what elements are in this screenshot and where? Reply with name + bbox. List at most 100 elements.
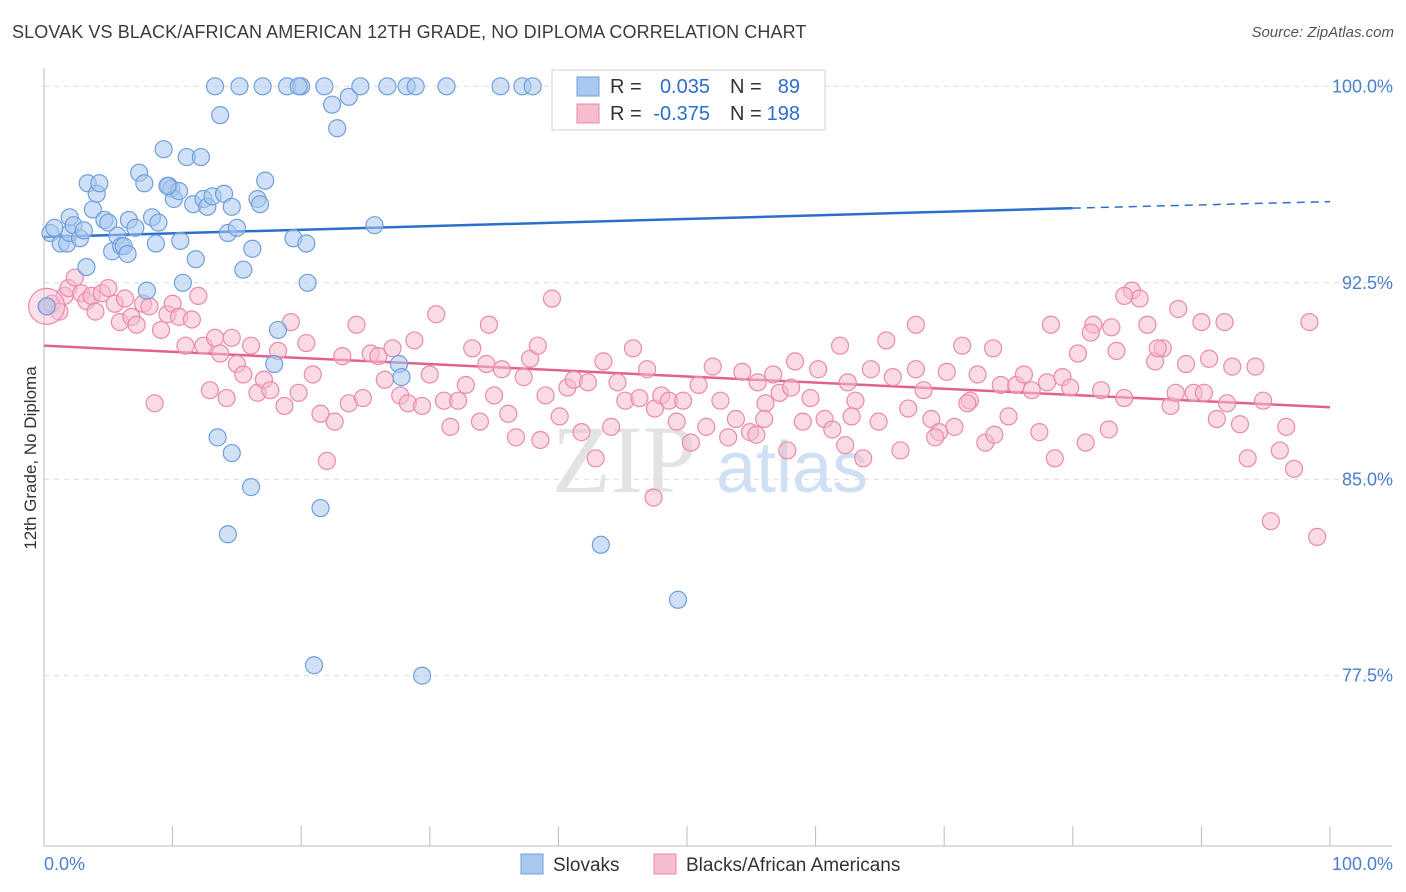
point-slovaks [191, 147, 210, 167]
point-blacks [427, 305, 446, 324]
point-slovaks [328, 119, 347, 138]
point-blacks [891, 441, 910, 460]
point-slovaks [158, 176, 177, 195]
point-slovaks [171, 231, 190, 250]
point-blacks [499, 404, 518, 423]
point-blacks [317, 451, 337, 471]
point-blacks [1192, 312, 1211, 332]
point-slovaks [137, 281, 156, 300]
y-tick-label: 92.5% [1342, 273, 1393, 293]
point-blacks [211, 344, 230, 363]
point-blacks [151, 320, 171, 340]
point-blacks [182, 310, 201, 329]
point-slovaks [668, 590, 688, 609]
point-blacks [1041, 315, 1061, 334]
point-slovaks [149, 213, 168, 232]
y-tick-label: 77.5% [1342, 666, 1393, 686]
point-slovaks [205, 77, 225, 96]
x-tick-labels: 0.0% 100.0% [44, 854, 1393, 874]
point-slovaks [365, 216, 384, 235]
point-blacks [594, 352, 613, 371]
x-tick-label: 100.0% [1332, 854, 1393, 874]
point-blacks [412, 396, 432, 416]
point-blacks [1061, 378, 1080, 397]
point-blacks [861, 360, 880, 379]
point-blacks [801, 388, 820, 408]
point-blacks [782, 378, 801, 397]
point-slovaks [218, 525, 237, 544]
x-tick-label: 0.0% [44, 854, 85, 874]
point-blacks [1284, 459, 1304, 478]
trend-line-slovaks-extension [1072, 200, 1331, 209]
point-blacks [1200, 349, 1219, 368]
point-blacks [958, 394, 977, 413]
point-blacks [999, 407, 1018, 426]
point-blacks [347, 315, 366, 334]
point-blacks [809, 360, 828, 379]
point-slovaks [591, 535, 610, 554]
point-blacks [578, 373, 598, 392]
point-slovaks [437, 77, 456, 96]
point-slovaks [222, 197, 241, 216]
point-blacks [747, 425, 766, 444]
point-blacks [383, 339, 402, 358]
point-blacks [222, 328, 241, 347]
point-blacks [823, 420, 842, 439]
point-blacks [1081, 323, 1100, 342]
point-slovaks [118, 244, 137, 264]
point-slovaks [126, 218, 145, 237]
point-blacks [638, 360, 657, 379]
point-blacks [681, 433, 700, 452]
point-slovaks [265, 354, 284, 374]
point-slovaks [406, 77, 425, 96]
point-blacks [448, 391, 468, 410]
point-blacks [667, 412, 686, 431]
point-blacks [441, 417, 460, 436]
point-blacks [492, 360, 511, 379]
legend-swatch-blue [576, 76, 600, 97]
point-blacks [846, 391, 865, 410]
point-blacks [830, 336, 850, 355]
point-blacks [1045, 449, 1064, 468]
trend-line-slovaks [43, 206, 1073, 239]
point-blacks [968, 365, 987, 384]
point-slovaks [99, 213, 118, 232]
point-blacks [674, 391, 693, 410]
point-blacks [1261, 512, 1280, 531]
point-blacks [983, 339, 1003, 358]
point-blacks [145, 394, 164, 413]
point-blacks [528, 336, 547, 355]
point-blacks [241, 336, 261, 355]
point-blacks [261, 381, 280, 400]
point-blacks [703, 357, 722, 376]
y-axis-label: 12th Grade, No Diploma [21, 366, 40, 550]
point-blacks [719, 428, 738, 447]
point-blacks [1238, 449, 1257, 468]
point-blacks [470, 412, 490, 431]
point-blacks [297, 333, 316, 353]
point-blacks [200, 381, 219, 400]
point-blacks [697, 417, 716, 436]
point-blacks [369, 347, 388, 366]
legend-n-value-1: 89 [778, 76, 800, 98]
point-slovaks [234, 260, 253, 279]
point-blacks [1014, 365, 1034, 384]
point-slovaks [211, 106, 230, 125]
point-blacks [531, 430, 550, 450]
point-blacks [755, 409, 774, 429]
point-blacks [1308, 527, 1327, 546]
point-slovaks [253, 77, 272, 96]
point-slovaks [304, 656, 324, 675]
point-blacks [1254, 391, 1273, 410]
point-blacks [1076, 433, 1095, 452]
point-blacks [836, 436, 855, 455]
point-blacks [906, 315, 926, 334]
point-blacks [1068, 344, 1088, 363]
legend-n-label-1: N = [730, 76, 762, 98]
y-tick-label: 100.0% [1332, 76, 1393, 96]
point-slovaks [311, 498, 330, 518]
point-blacks [514, 368, 533, 387]
point-blacks [726, 409, 745, 429]
point-blacks [1215, 312, 1234, 332]
point-blacks [778, 441, 797, 460]
